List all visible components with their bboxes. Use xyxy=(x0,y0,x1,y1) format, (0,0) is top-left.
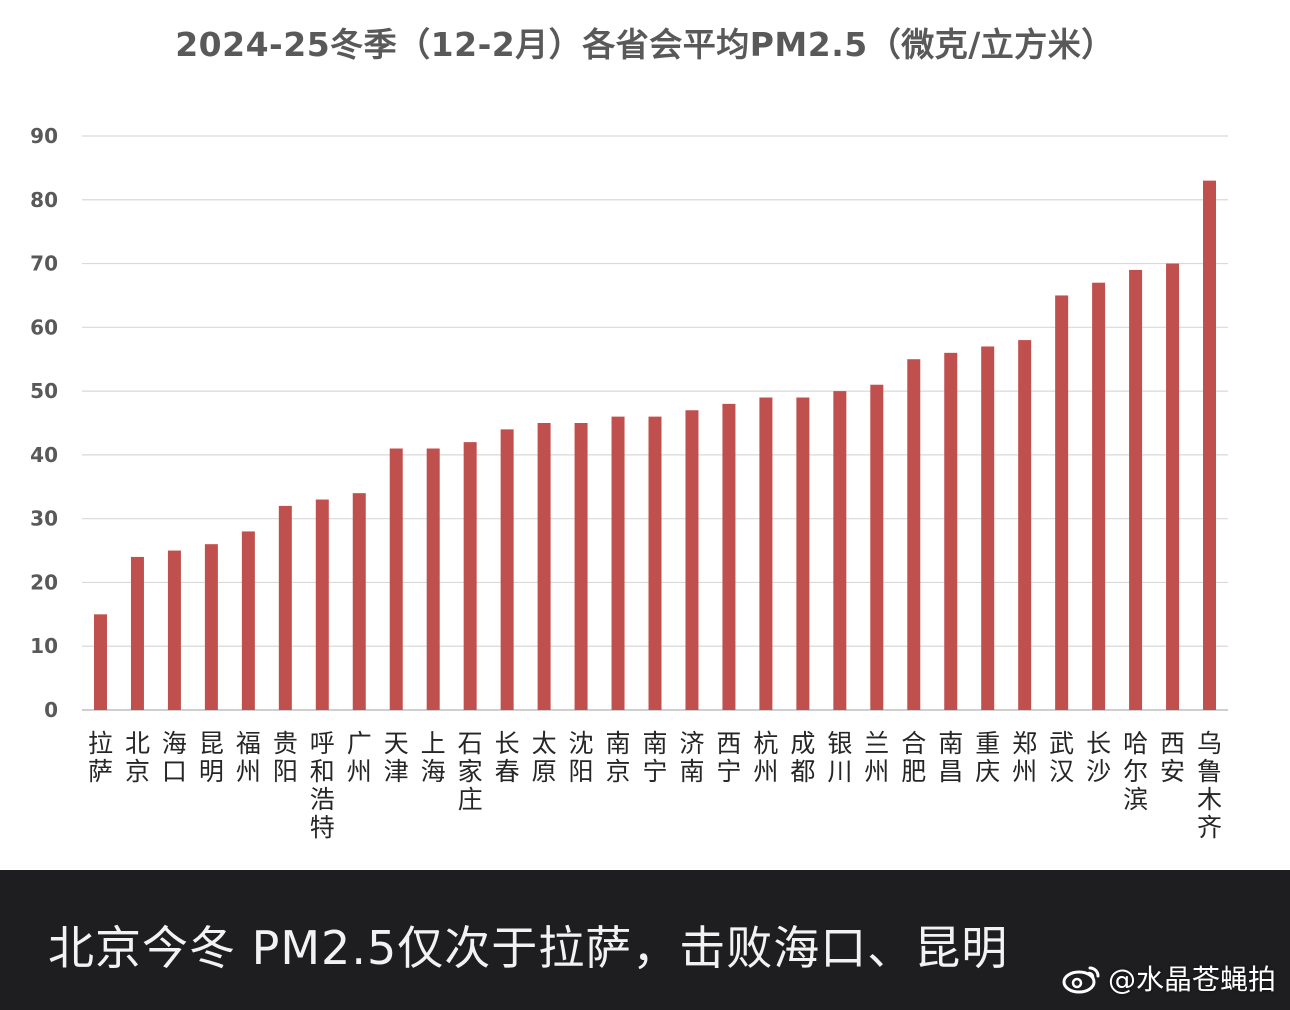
x-axis-labels: 拉萨北京海口昆明福州贵阳呼和浩特广州天津上海石家庄长春太原沈阳南京南宁济南西宁杭… xyxy=(88,729,1222,842)
x-category-label: 北京 xyxy=(125,729,150,786)
y-tick-label: 60 xyxy=(30,315,58,339)
x-category-label: 南昌 xyxy=(938,729,963,786)
x-category-label: 广州 xyxy=(347,729,372,786)
bar xyxy=(1203,180,1217,711)
x-category-label: 武汉 xyxy=(1049,729,1074,786)
weibo-icon xyxy=(1062,966,1100,994)
caption-text: 北京今冬 PM2.5仅次于拉萨，击败海口、昆明 xyxy=(48,921,1009,975)
x-category-label: 太原 xyxy=(532,729,557,786)
x-category-label: 哈尔滨 xyxy=(1123,729,1148,814)
y-tick-label: 0 xyxy=(44,698,58,722)
watermark: @水晶苍蝇拍 xyxy=(1062,958,1276,998)
bar xyxy=(315,499,329,710)
x-category-label: 长沙 xyxy=(1086,729,1111,786)
y-tick-label: 20 xyxy=(30,570,58,594)
x-category-label: 杭州 xyxy=(753,729,778,786)
x-category-label: 西宁 xyxy=(716,729,741,786)
y-tick-label: 10 xyxy=(30,634,58,658)
x-category-label: 石家庄 xyxy=(458,729,483,814)
x-category-label: 南宁 xyxy=(642,729,667,786)
bar xyxy=(241,531,255,710)
x-category-label: 西安 xyxy=(1160,729,1185,786)
x-category-label: 银川 xyxy=(827,729,852,786)
x-category-label: 合肥 xyxy=(901,729,926,786)
bar xyxy=(500,429,514,710)
bar xyxy=(463,442,477,710)
y-axis-ticks: 0 10 20 30 40 50 60 70 80 90 xyxy=(30,124,58,722)
bar xyxy=(93,614,107,710)
bar xyxy=(648,416,662,710)
x-category-label: 南京 xyxy=(606,729,631,786)
y-tick-label: 50 xyxy=(30,379,58,403)
bar-chart: 0 10 20 30 40 50 60 70 80 90 拉萨北京海口昆明福州贵阳呼和浩特广州天津… xyxy=(30,124,1228,842)
bar xyxy=(944,352,958,710)
bar xyxy=(574,423,588,710)
bar xyxy=(1129,269,1143,710)
bar xyxy=(204,544,218,710)
x-category-label: 呼和浩特 xyxy=(310,729,335,842)
bar xyxy=(833,391,847,710)
x-category-label: 福州 xyxy=(236,729,261,786)
x-category-label: 长春 xyxy=(495,729,520,786)
bar xyxy=(722,403,736,710)
x-category-label: 昆明 xyxy=(199,729,224,786)
bar xyxy=(611,416,625,710)
bar xyxy=(1018,340,1032,710)
y-tick-label: 70 xyxy=(30,252,58,276)
x-category-label: 天津 xyxy=(384,729,409,786)
bar xyxy=(685,410,699,710)
y-tick-label: 90 xyxy=(30,124,58,148)
x-category-label: 贵阳 xyxy=(273,729,298,786)
x-category-label: 拉萨 xyxy=(88,729,113,786)
x-category-label: 海口 xyxy=(162,729,187,786)
x-category-label: 郑州 xyxy=(1012,729,1037,786)
x-category-label: 上海 xyxy=(421,729,446,786)
bar xyxy=(537,423,551,710)
x-category-label: 乌鲁木齐 xyxy=(1197,729,1222,842)
y-tick-label: 80 xyxy=(30,188,58,212)
bar xyxy=(389,448,403,710)
y-tick-label: 30 xyxy=(30,507,58,531)
bar xyxy=(1166,263,1180,710)
chart-title: 2024-25冬季（12-2月）各省会平均PM2.5（微克/立方米） xyxy=(175,25,1115,64)
bar xyxy=(981,346,995,710)
bar xyxy=(1055,295,1069,710)
x-category-label: 济南 xyxy=(679,729,704,786)
y-tick-label: 40 xyxy=(30,443,58,467)
bar xyxy=(130,556,144,710)
watermark-text: @水晶苍蝇拍 xyxy=(1107,963,1276,996)
bar xyxy=(759,397,773,710)
bar xyxy=(426,448,440,710)
bar xyxy=(870,384,884,710)
bar xyxy=(278,505,292,710)
bar xyxy=(907,359,921,710)
x-category-label: 成都 xyxy=(790,729,815,786)
bar xyxy=(1092,282,1106,710)
bar xyxy=(167,550,181,710)
bar xyxy=(352,493,366,710)
x-category-label: 沈阳 xyxy=(569,729,594,786)
bars xyxy=(93,180,1217,711)
x-category-label: 兰州 xyxy=(864,729,889,786)
bar xyxy=(796,397,810,710)
x-category-label: 重庆 xyxy=(975,729,1000,786)
